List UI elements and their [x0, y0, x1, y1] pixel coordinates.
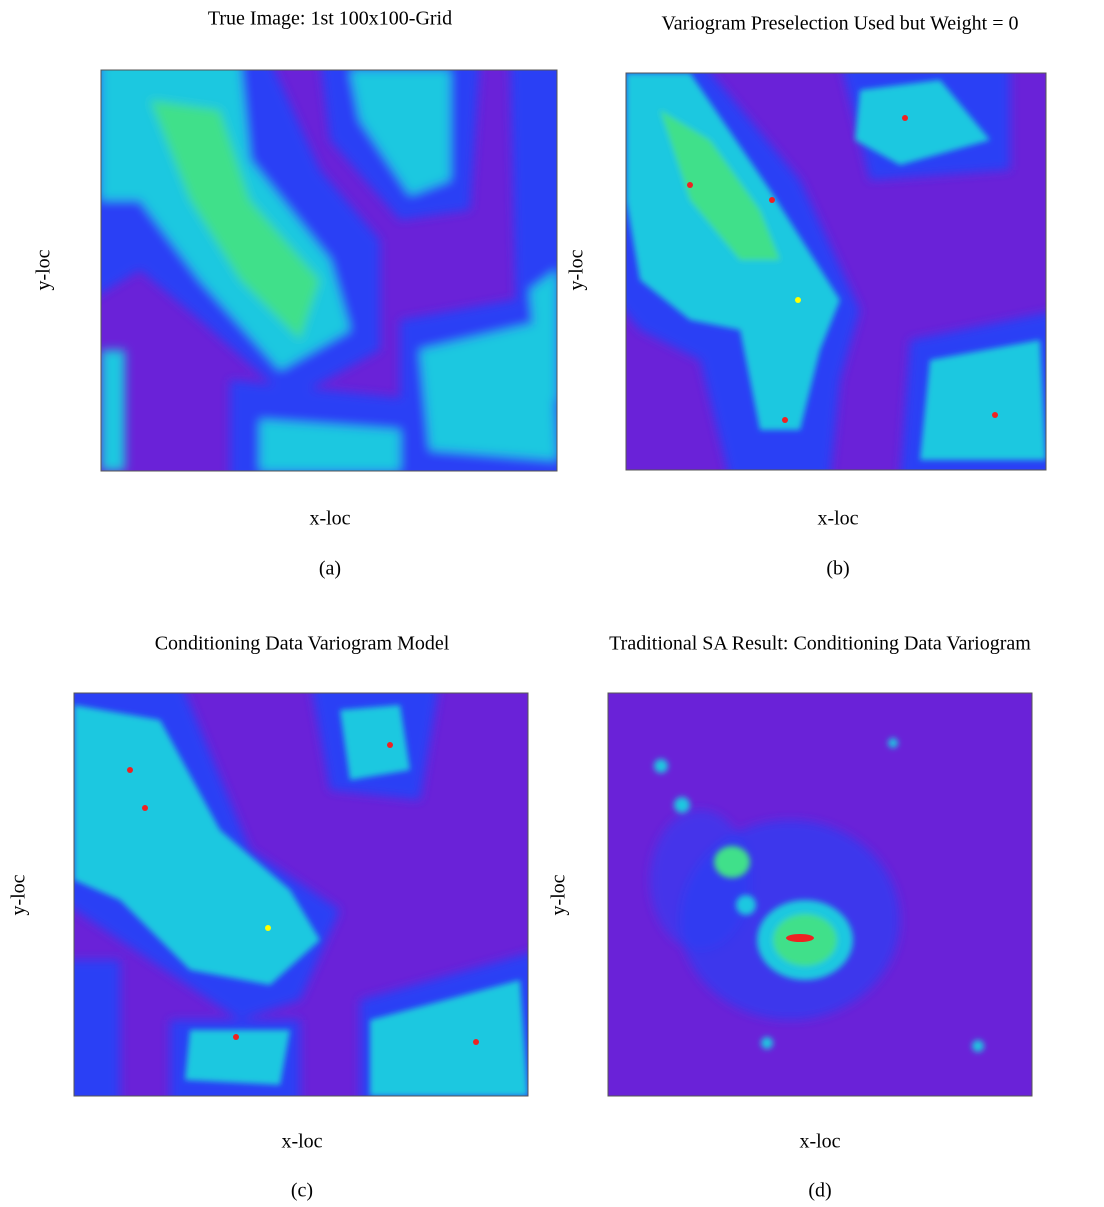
panel-title: True Image: 1st 100x100-Grid: [208, 8, 452, 30]
panel-title: Conditioning Data Variogram Model: [155, 633, 450, 655]
x-axis-label: x-loc: [281, 1131, 322, 1153]
image-frame: [625, 72, 1047, 471]
x-axis-label: x-loc: [817, 508, 858, 530]
x-axis-label: x-loc: [799, 1131, 840, 1153]
image-frame: [73, 692, 529, 1097]
y-axis-label: y-loc: [33, 249, 55, 290]
image-a: [101, 70, 557, 471]
image-frame: [100, 69, 558, 472]
panel-title: Variogram Preselection Used but Weight =…: [661, 13, 1018, 35]
y-axis-label: y-loc: [566, 249, 588, 290]
panel-caption: (a): [319, 558, 341, 580]
x-axis-label: x-loc: [309, 508, 350, 530]
image-c: [74, 693, 528, 1096]
image-frame: [607, 692, 1033, 1097]
y-axis-label: y-loc: [548, 874, 570, 915]
image-d: [608, 693, 1032, 1096]
image-b: [626, 73, 1046, 470]
panel-caption: (b): [826, 558, 849, 580]
panel-caption: (d): [808, 1180, 831, 1202]
panel-caption: (c): [291, 1180, 313, 1202]
y-axis-label: y-loc: [8, 874, 30, 915]
panel-title: Traditional SA Result: Conditioning Data…: [609, 633, 1031, 655]
